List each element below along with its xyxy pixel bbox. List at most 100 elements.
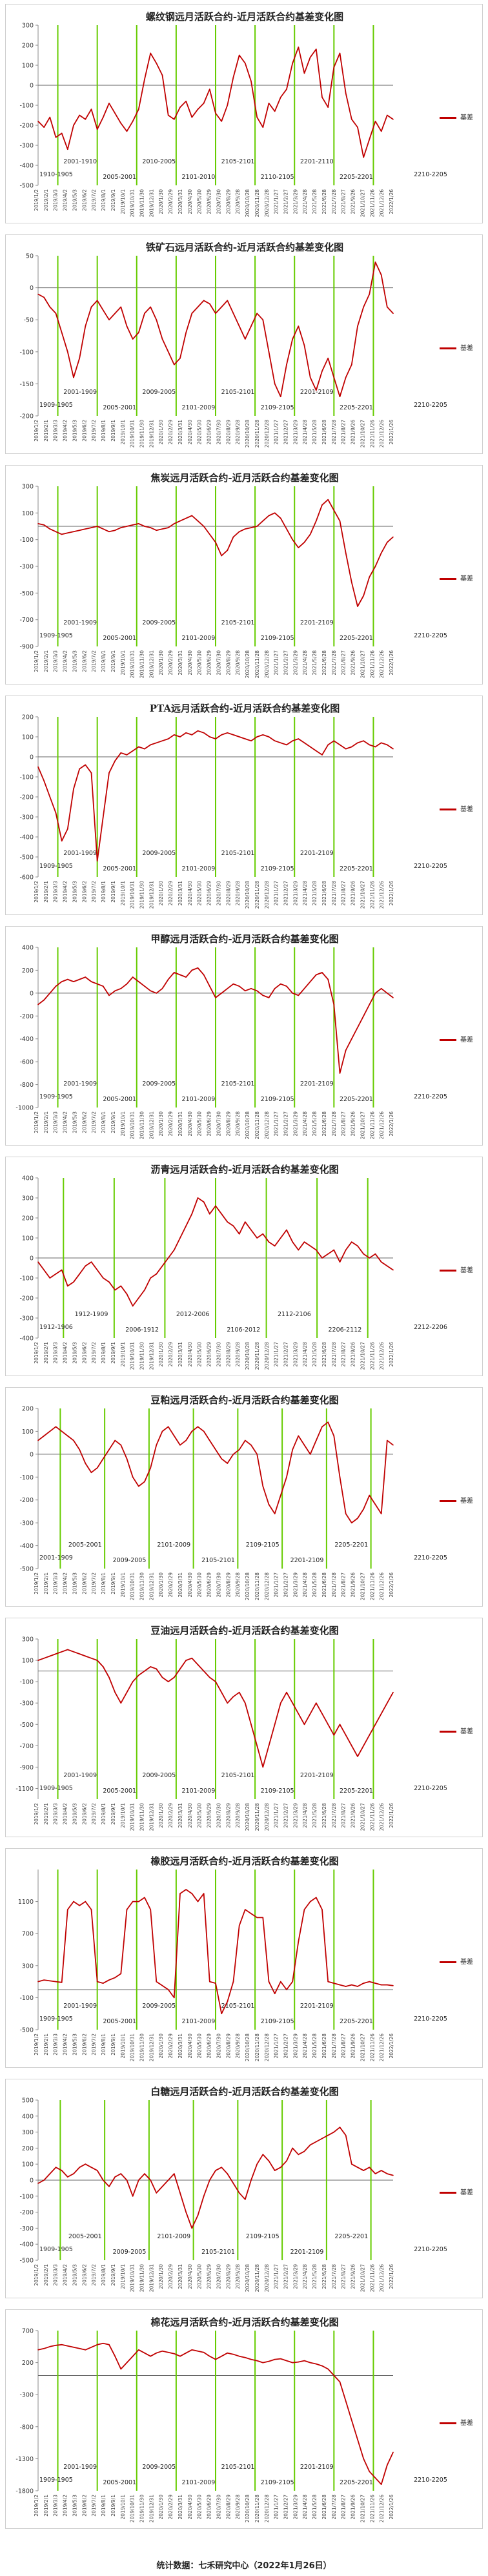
legend-label: 基差	[460, 2189, 473, 2196]
legend: 基差	[440, 112, 473, 121]
contract-label: 2009-2005	[142, 2464, 176, 2471]
x-tick-label: 2021/11/26	[369, 881, 375, 909]
x-tick-label: 2020/9/28	[235, 1803, 241, 1828]
contract-label: 2005-2001	[103, 174, 136, 181]
data-point	[167, 114, 169, 116]
data-point	[126, 2362, 128, 2364]
legend-swatch	[440, 2422, 456, 2424]
x-tick-label: 2019/8/1	[101, 1342, 107, 1364]
data-point	[185, 732, 187, 734]
contract-label: 2106-2012	[227, 1326, 260, 1334]
contract-label: 2205-2201	[340, 174, 373, 181]
x-tick-label: 2019/9/1	[110, 1803, 116, 1825]
data-point	[73, 125, 74, 126]
data-point	[345, 748, 347, 750]
x-tick-label: 2020/5/30	[197, 189, 203, 214]
data-point	[357, 2438, 358, 2440]
chart-plot: -500 -400 -300 -200 -100 0 100 200 2001-1909 2005…	[19, 1406, 447, 1601]
x-tick-label: 2021/7/28	[331, 650, 337, 675]
data-point	[232, 983, 234, 985]
x-tick-label: 2021/8/27	[341, 189, 347, 214]
contract-label: 2001-1909	[63, 1772, 97, 1779]
data-point	[179, 1444, 181, 1446]
data-point	[191, 1430, 193, 1432]
data-point	[232, 536, 234, 538]
data-point	[191, 969, 193, 971]
contract-label: 1912-1906	[39, 1324, 73, 1331]
data-point	[43, 1435, 45, 1437]
legend-label: 基差	[460, 114, 473, 121]
x-tick-label: 2020/2/29	[168, 1572, 174, 1598]
data-point	[380, 274, 382, 276]
data-point	[108, 1979, 110, 1981]
data-point	[268, 997, 270, 998]
legend-label: 基差	[460, 575, 473, 582]
data-point	[96, 526, 98, 527]
x-tick-label: 2020/1/30	[158, 1342, 164, 1367]
x-tick-label: 2021/6/28	[321, 881, 327, 906]
x-tick-label: 2020/1/30	[158, 420, 164, 445]
contract-label: 2005-2001	[103, 865, 136, 872]
data-point	[167, 2179, 169, 2181]
x-tick-label: 2021/3/29	[292, 1803, 298, 1828]
x-tick-label: 2019/4/2	[63, 2264, 68, 2286]
y-tick-label: 1100	[18, 1899, 34, 1906]
legend-swatch	[440, 1730, 456, 1733]
data-point	[357, 1027, 358, 1028]
y-tick-label: 100	[22, 734, 34, 741]
x-tick-label: 2019/1/2	[34, 420, 39, 442]
data-point	[316, 520, 317, 522]
x-tick-label: 2021/9/26	[351, 1803, 356, 1828]
x-tick-label: 2021/2/27	[283, 2264, 289, 2289]
x-tick-label: 2021/12/26	[379, 2264, 385, 2292]
x-tick-label: 2020/8/29	[225, 881, 231, 906]
data-point	[61, 1269, 63, 1271]
data-point	[114, 990, 116, 992]
data-point	[96, 1981, 98, 1983]
data-point	[274, 383, 276, 385]
x-tick-label: 2019/10/1	[120, 2034, 126, 2059]
y-tick-label: 300	[22, 1963, 34, 1970]
data-point	[144, 313, 145, 314]
x-tick-label: 2020/3/31	[178, 650, 183, 675]
x-tick-label: 2020/6/29	[207, 1803, 212, 1828]
data-point	[327, 2368, 329, 2370]
chart-plot: -900 -700 -500 -300 -100 100 300 1909-1905 2001-…	[19, 484, 447, 679]
x-tick-label: 2019/8/1	[101, 420, 107, 442]
data-point	[79, 1448, 80, 1450]
data-point	[327, 1724, 329, 1726]
data-point	[280, 517, 281, 519]
data-point	[387, 2173, 388, 2174]
data-point	[316, 1897, 317, 1899]
data-point	[138, 1674, 139, 1676]
x-tick-label: 2021/4/28	[302, 1111, 308, 1137]
data-point	[191, 313, 193, 314]
data-point	[144, 1481, 145, 1483]
chart-title: PTA远月活跃合约-近月活跃合约基差变化图	[149, 703, 340, 714]
data-point	[156, 742, 158, 744]
x-tick-label: 2019/10/31	[130, 1342, 136, 1370]
x-tick-label: 2019/3/3	[53, 2264, 59, 2286]
contract-label: 2009-2005	[142, 619, 176, 626]
x-tick-label: 2020/5/30	[197, 2264, 203, 2289]
legend-label: 基差	[460, 1728, 473, 1735]
data-point	[174, 1249, 175, 1251]
data-point	[73, 1281, 74, 1283]
data-point	[238, 2355, 240, 2357]
data-point	[268, 736, 270, 737]
contract-label: 2109-2105	[261, 1096, 294, 1103]
data-point	[374, 1724, 376, 1726]
data-point	[174, 972, 175, 973]
x-tick-label: 2019/8/1	[101, 1111, 107, 1133]
x-tick-label: 2019/10/31	[130, 2495, 136, 2522]
x-tick-label: 2021/2/27	[283, 2034, 289, 2059]
y-tick-label: -400	[19, 1543, 34, 1550]
x-tick-label: 2019/7/2	[91, 1111, 97, 1133]
data-point	[179, 974, 181, 976]
data-point	[221, 1458, 222, 1459]
x-tick-label: 2021/6/28	[321, 1803, 327, 1828]
y-tick-label: -200	[19, 794, 34, 801]
data-point	[339, 52, 341, 54]
y-tick-label: -400	[19, 1036, 34, 1043]
x-tick-label: 2020/11/28	[254, 881, 260, 909]
